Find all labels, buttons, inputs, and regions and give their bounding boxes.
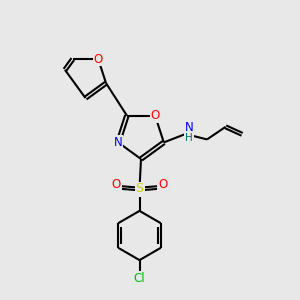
- Text: N: N: [114, 136, 122, 149]
- Text: S: S: [136, 182, 143, 196]
- Text: O: O: [158, 178, 167, 191]
- Text: Cl: Cl: [134, 272, 145, 285]
- Text: O: O: [151, 109, 160, 122]
- Text: N: N: [185, 121, 194, 134]
- Text: O: O: [94, 52, 103, 65]
- Text: H: H: [185, 133, 193, 142]
- Text: O: O: [112, 178, 121, 191]
